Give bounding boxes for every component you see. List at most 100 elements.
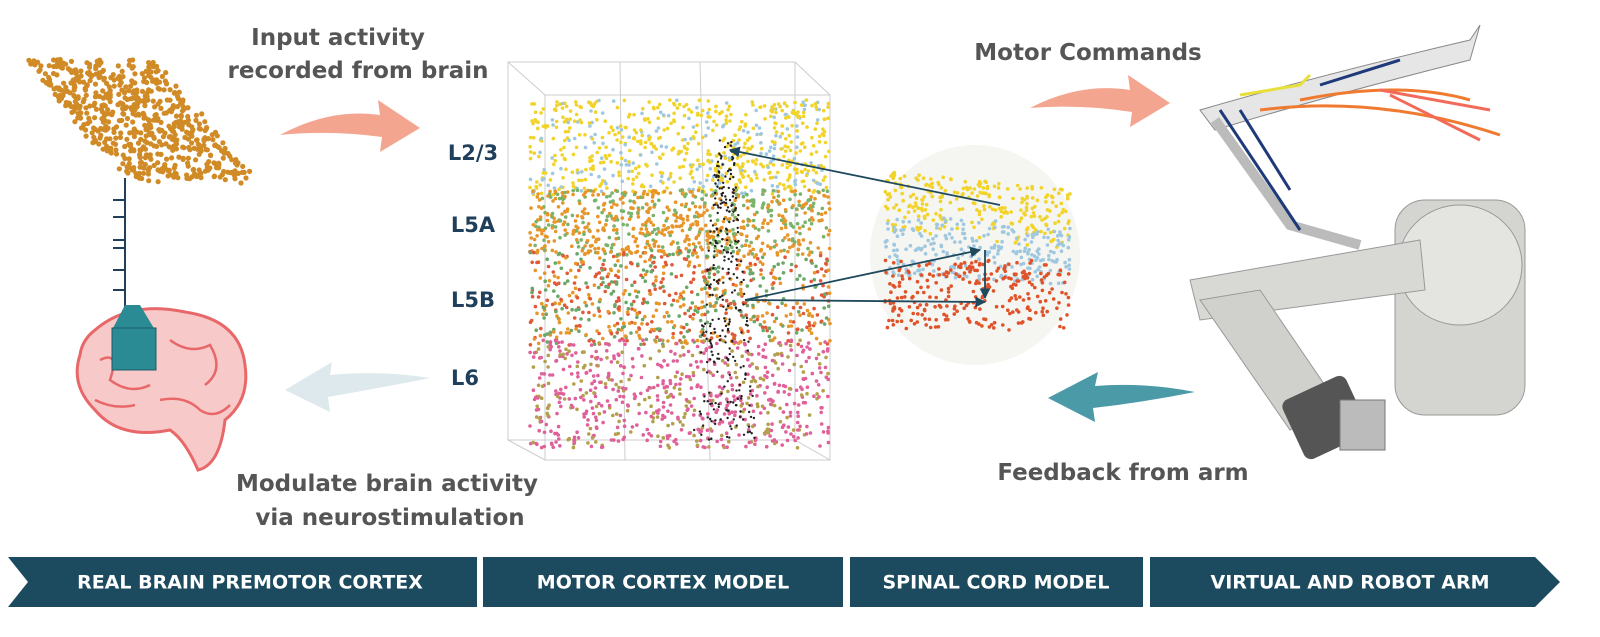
dot: [815, 181, 820, 185]
dot: [725, 251, 729, 254]
dot: [751, 103, 755, 107]
dot: [700, 425, 705, 430]
dot: [952, 312, 957, 316]
dot: [923, 244, 927, 249]
dot: [532, 237, 537, 242]
dot: [819, 370, 823, 375]
dot: [783, 187, 787, 191]
dot: [936, 180, 940, 185]
dot: [735, 389, 738, 392]
dot: [650, 199, 655, 204]
dot: [944, 274, 949, 279]
dot: [678, 176, 683, 180]
dot: [893, 228, 898, 232]
dot: [701, 135, 705, 140]
dot: [740, 232, 744, 237]
dot: [926, 238, 930, 243]
dot: [814, 336, 819, 341]
dot: [709, 219, 712, 222]
dot: [751, 409, 756, 414]
dot: [689, 280, 693, 285]
dot: [559, 297, 563, 302]
dot: [801, 370, 806, 374]
dot: [724, 101, 729, 105]
dot: [726, 389, 730, 394]
dot: [627, 211, 631, 215]
dot: [557, 400, 562, 405]
dot: [631, 161, 635, 165]
dot: [588, 124, 592, 128]
dot: [616, 259, 620, 263]
dot: [712, 408, 716, 411]
dot: [971, 289, 976, 294]
dot: [993, 208, 998, 212]
dot: [52, 91, 58, 97]
dot: [944, 270, 949, 274]
dot: [180, 156, 186, 162]
dot: [670, 263, 674, 267]
dot: [788, 343, 793, 348]
dot: [945, 252, 949, 257]
dot: [789, 140, 793, 144]
dot: [530, 286, 535, 291]
dot: [715, 334, 720, 339]
dot: [601, 280, 605, 285]
dot: [602, 228, 606, 233]
dot: [640, 223, 645, 227]
dot: [584, 281, 588, 285]
dot: [759, 132, 763, 136]
dot: [728, 277, 731, 280]
dot: [616, 327, 621, 332]
dot: [783, 222, 788, 227]
dot: [775, 352, 779, 356]
dot: [583, 300, 587, 305]
dot: [746, 396, 751, 400]
dot: [683, 339, 688, 343]
dot: [578, 264, 583, 269]
dot: [897, 284, 902, 288]
dot: [797, 203, 801, 207]
dot: [682, 325, 686, 330]
dot: [666, 177, 671, 181]
dot: [579, 317, 583, 321]
dot: [668, 394, 672, 398]
dot: [598, 160, 603, 165]
dot: [553, 338, 558, 343]
dot: [643, 250, 648, 255]
dot: [554, 335, 559, 340]
dot: [788, 184, 792, 189]
dot: [539, 372, 544, 376]
dot: [826, 101, 831, 106]
dot: [823, 154, 828, 159]
dot: [782, 154, 786, 159]
dot: [807, 253, 811, 257]
dot: [748, 268, 753, 272]
dot: [924, 202, 929, 207]
dot: [715, 341, 719, 346]
dot: [759, 247, 764, 252]
dot: [601, 262, 605, 267]
dot: [637, 326, 641, 330]
dot: [677, 102, 682, 107]
dot: [687, 400, 692, 404]
dot: [631, 136, 636, 141]
dot: [764, 444, 769, 449]
dot: [155, 101, 161, 107]
dot: [982, 207, 987, 212]
dot: [684, 102, 689, 107]
dot: [727, 156, 732, 160]
dot: [1015, 308, 1019, 312]
dot: [899, 295, 904, 300]
dot: [716, 185, 719, 188]
dot: [732, 203, 736, 207]
dot: [91, 102, 97, 109]
dot: [742, 254, 746, 258]
dot: [532, 351, 537, 355]
dot: [742, 145, 746, 150]
dot: [665, 126, 670, 131]
dot: [992, 255, 996, 259]
dot: [651, 314, 656, 319]
dot: [709, 241, 712, 244]
dot: [720, 358, 725, 363]
dot: [546, 345, 551, 349]
